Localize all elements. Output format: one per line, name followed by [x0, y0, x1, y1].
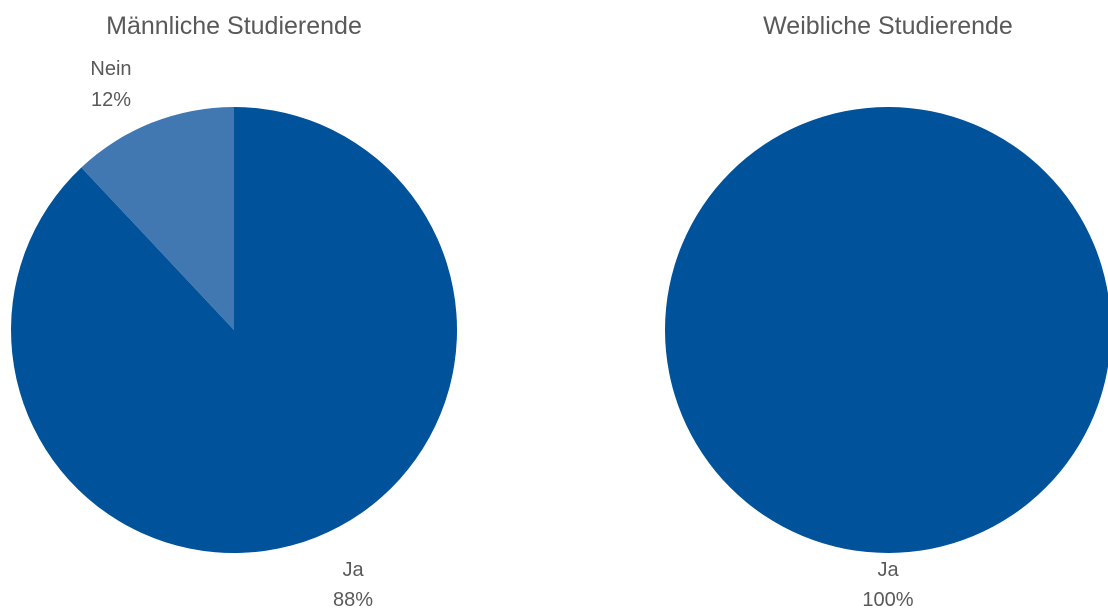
pie-slice-male-nein: [81, 107, 234, 330]
pie-chart-female: Weibliche Studierende Ja 100%: [665, 12, 1108, 611]
slice-label-female-ja: Ja: [877, 559, 899, 581]
pie-slices-male: [11, 107, 458, 553]
slice-value-male-ja: 88%: [333, 589, 373, 611]
slice-value-male-nein: 12%: [91, 89, 131, 111]
slice-label-male-ja: Ja: [342, 559, 364, 581]
pie-slice-female-ja: [665, 107, 1108, 553]
slice-value-female-ja: 100%: [862, 589, 913, 611]
chart-title-female: Weibliche Studierende: [763, 12, 1013, 40]
chart-title-male: Männliche Studierende: [106, 12, 362, 40]
slice-label-male-nein: Nein: [90, 58, 131, 80]
pie-slices-female: [665, 107, 1108, 553]
pie-slice-male-ja: [11, 107, 458, 553]
pie-chart-male: Männliche Studierende Nein 12% Ja 88%: [11, 12, 458, 611]
